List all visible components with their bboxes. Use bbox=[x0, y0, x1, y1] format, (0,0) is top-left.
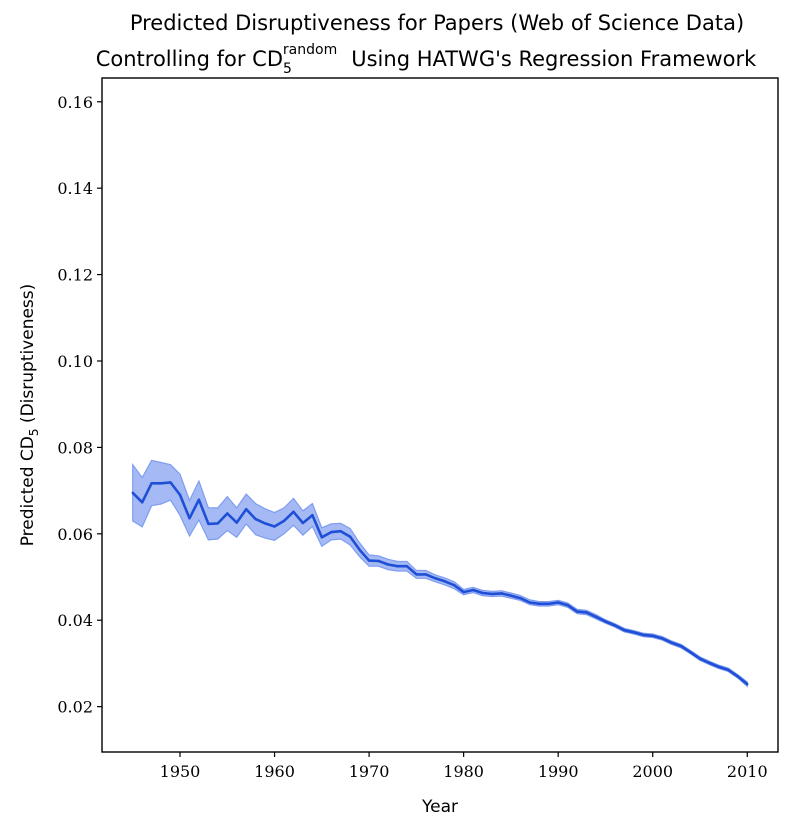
data-point bbox=[575, 610, 579, 613]
data-point bbox=[311, 514, 314, 517]
y-tick-label: 0.14 bbox=[57, 179, 93, 198]
data-point bbox=[396, 565, 399, 568]
data-point bbox=[679, 644, 683, 648]
data-point bbox=[594, 615, 598, 618]
data-point bbox=[349, 535, 352, 538]
x-tick-label: 1950 bbox=[160, 762, 201, 781]
y-tick-label: 0.12 bbox=[57, 266, 93, 285]
data-point bbox=[150, 482, 153, 485]
data-point bbox=[528, 601, 531, 604]
y-axis-title: Predicted CD5 (Disruptiveness) bbox=[18, 284, 41, 547]
data-point bbox=[727, 668, 730, 672]
data-point bbox=[500, 592, 503, 595]
data-point bbox=[509, 594, 513, 597]
data-point bbox=[651, 634, 654, 637]
data-point bbox=[670, 641, 673, 644]
x-tick-label: 2000 bbox=[632, 762, 673, 781]
plot-frame bbox=[101, 77, 779, 753]
predicted-cd-line bbox=[131, 481, 749, 686]
data-point bbox=[547, 602, 550, 605]
data-point bbox=[453, 584, 456, 587]
confidence-band bbox=[132, 459, 748, 688]
data-point bbox=[197, 498, 201, 501]
data-point bbox=[415, 573, 418, 576]
data-point bbox=[169, 481, 172, 484]
y-tick-label: 0.04 bbox=[57, 611, 93, 630]
data-point bbox=[519, 597, 522, 600]
data-point bbox=[178, 493, 182, 497]
y-tick-label: 0.06 bbox=[57, 525, 93, 544]
data-point bbox=[746, 683, 749, 686]
data-point bbox=[736, 675, 739, 678]
data-point bbox=[462, 590, 465, 594]
plot-area bbox=[131, 459, 749, 688]
data-point bbox=[282, 519, 286, 523]
data-point bbox=[235, 521, 238, 524]
x-tick-label: 1970 bbox=[349, 762, 390, 781]
data-point bbox=[717, 665, 721, 669]
data-point bbox=[443, 580, 446, 583]
data-point bbox=[632, 631, 635, 634]
data-point bbox=[216, 522, 219, 525]
data-point bbox=[301, 521, 305, 525]
data-point bbox=[367, 559, 371, 562]
x-tick-label: 2010 bbox=[727, 762, 768, 781]
data-point bbox=[490, 592, 494, 596]
data-point bbox=[273, 525, 276, 528]
data-point bbox=[131, 491, 134, 494]
y-tick-label: 0.02 bbox=[57, 698, 93, 717]
data-point bbox=[623, 629, 626, 632]
data-point bbox=[386, 563, 390, 566]
data-point bbox=[405, 565, 409, 568]
y-tick-label: 0.08 bbox=[57, 438, 93, 457]
data-point bbox=[689, 651, 692, 654]
data-point bbox=[358, 548, 361, 551]
data-point bbox=[661, 637, 664, 640]
data-point bbox=[538, 602, 541, 605]
data-point bbox=[585, 611, 588, 614]
data-point bbox=[254, 517, 257, 521]
data-point bbox=[159, 482, 163, 485]
x-tick-label: 1990 bbox=[538, 762, 579, 781]
data-point bbox=[481, 591, 484, 595]
y-tick-label: 0.10 bbox=[57, 352, 93, 371]
data-point bbox=[226, 512, 229, 515]
data-point bbox=[330, 530, 333, 534]
data-point bbox=[424, 573, 427, 576]
data-point bbox=[320, 536, 323, 539]
data-point bbox=[566, 603, 569, 607]
data-point bbox=[207, 522, 210, 526]
data-point bbox=[141, 501, 144, 504]
data-point bbox=[245, 508, 248, 511]
ylabel-subscript: 5 bbox=[27, 428, 41, 436]
data-point bbox=[642, 633, 645, 637]
chart-title-line1: Predicted Disruptiveness for Papers (Web… bbox=[130, 11, 744, 35]
title-cd-text: Controlling for CD bbox=[96, 47, 283, 71]
y-axis: 0.02 0.04 0.06 0.08 0.10 0.12 0.14 0.16 bbox=[57, 93, 102, 717]
x-tick-label: 1980 bbox=[443, 762, 484, 781]
y-tick-label: 0.16 bbox=[57, 93, 93, 112]
data-point bbox=[188, 517, 191, 520]
data-point bbox=[613, 624, 617, 627]
data-point bbox=[263, 522, 267, 525]
ylabel-main: Predicted CD bbox=[18, 436, 38, 546]
data-point bbox=[434, 577, 437, 580]
title-regression-text: Using HATWG's Regression Framework bbox=[351, 47, 757, 71]
chart-title-line2: Controlling for CD5 random Using HATWG's R… bbox=[96, 42, 757, 77]
title-superscript: random bbox=[283, 42, 337, 58]
data-point bbox=[377, 559, 380, 563]
title-subscript: 5 bbox=[283, 61, 292, 77]
x-tick-label: 1960 bbox=[254, 762, 295, 781]
data-point bbox=[604, 620, 607, 623]
data-point bbox=[698, 657, 702, 660]
x-axis: 1950 1960 1970 1980 1990 2000 2010 bbox=[160, 752, 768, 781]
data-point bbox=[708, 661, 711, 665]
x-axis-title: Year bbox=[421, 797, 458, 817]
data-point bbox=[471, 588, 475, 592]
data-point bbox=[292, 510, 295, 513]
ylabel-suffix: (Disruptiveness) bbox=[18, 284, 38, 429]
data-point bbox=[557, 601, 560, 604]
data-point bbox=[339, 530, 342, 533]
